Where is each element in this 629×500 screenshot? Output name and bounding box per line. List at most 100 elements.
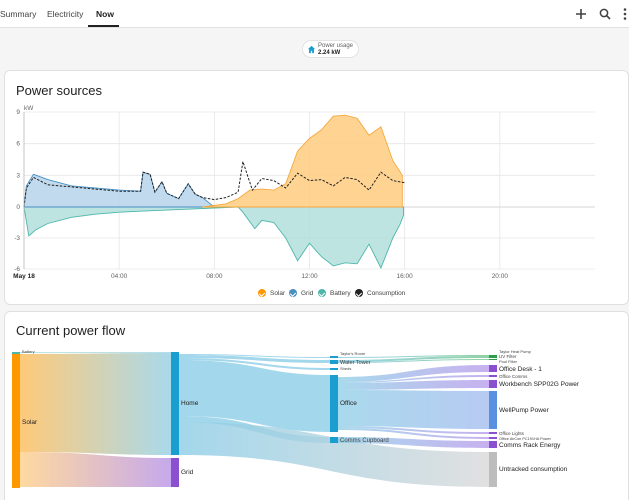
node-office-aircon[interactable] <box>489 437 497 439</box>
more-vert-icon[interactable] <box>616 5 629 23</box>
legend-label-grid: Grid <box>301 289 314 297</box>
power-sources-title: Power sources <box>16 83 102 98</box>
legend-item-consumption[interactable]: Consumption <box>355 288 405 298</box>
label-office-aircon: Office AirCon PC191HA Power <box>499 437 552 441</box>
y-axis-label: kW <box>24 105 34 112</box>
label-taylors-room: Taylor's Room <box>340 351 366 356</box>
flow-office-workbench <box>338 380 489 390</box>
label-home: Home <box>181 400 199 407</box>
label-water-tower: Water Tower <box>340 360 371 366</box>
flow-office-comms <box>338 375 489 383</box>
legend-label-solar: Solar <box>270 289 286 297</box>
flow-water-tower-uv-filter <box>338 356 489 362</box>
y-tick-label: 9 <box>16 109 20 116</box>
power-usage-badge[interactable]: Power usage 2.24 kW <box>302 40 359 58</box>
series-area-grid <box>23 171 216 208</box>
chart-areas <box>23 114 405 270</box>
label-workbench: Workbench SPP02G Power <box>499 381 580 388</box>
flow-water-tower-pool-filter <box>338 359 489 363</box>
node-wellpump[interactable] <box>489 391 497 429</box>
x-tick-label: May 18 <box>13 273 35 280</box>
x-tick-label: 04:00 <box>111 273 128 280</box>
legend-label-battery: Battery <box>330 289 351 297</box>
legend-label-consumption: Consumption <box>367 289 406 297</box>
legend-item-solar[interactable]: Solar <box>258 288 285 298</box>
label-solar: Solar <box>22 419 38 426</box>
flow-home-sheds <box>179 358 330 370</box>
check-icon <box>258 289 266 297</box>
tab-summary[interactable]: Summary <box>0 9 37 19</box>
label-office-comms: Office Comms <box>499 374 528 379</box>
tab-electricity[interactable]: Electricity <box>47 9 84 19</box>
node-workbench[interactable] <box>489 380 497 388</box>
tab-now[interactable]: Now <box>96 9 114 19</box>
x-tick-label: 16:00 <box>397 273 414 280</box>
node-comms-rack[interactable] <box>489 441 497 448</box>
home-icon <box>307 45 316 54</box>
series-area-solar <box>202 114 403 208</box>
label-pool-filter: Pool Filter <box>499 359 518 364</box>
label-office-desk: Office Desk - 1 <box>499 366 542 373</box>
y-tick-label: 3 <box>16 172 20 179</box>
check-icon <box>289 289 297 297</box>
flow-home-water-tower <box>179 355 330 363</box>
node-pool-filter[interactable] <box>489 359 497 360</box>
label-sheds: Sheds <box>340 366 351 371</box>
flow-solar-home <box>20 353 172 455</box>
flow-comms-rack <box>338 437 489 448</box>
x-tick-label: 08:00 <box>206 273 223 280</box>
check-icon <box>318 289 326 297</box>
node-taylor-heat-pump[interactable] <box>489 355 497 356</box>
series-area-battery <box>23 206 404 270</box>
y-tick-label: -3 <box>14 235 20 242</box>
flow-taylors-room-heat-pump <box>338 355 489 358</box>
node-home[interactable] <box>171 352 179 455</box>
search-icon[interactable] <box>596 5 614 23</box>
power-usage-label: Power usage <box>318 42 354 49</box>
y-tick-label: 6 <box>16 141 20 148</box>
label-taylor-heat-pump: Taylor Heat Pump <box>499 349 532 354</box>
label-office-lights: Office Lights <box>499 431 525 436</box>
node-water-tower[interactable] <box>330 360 338 364</box>
node-solar[interactable] <box>12 354 20 488</box>
node-battery[interactable] <box>12 352 20 354</box>
legend-item-battery[interactable]: Battery <box>318 288 351 298</box>
active-tab-indicator <box>88 25 119 27</box>
add-icon[interactable] <box>572 5 590 23</box>
flow-solar-grid <box>20 452 172 487</box>
flow-battery-home <box>20 352 172 353</box>
node-office-desk[interactable] <box>489 365 497 372</box>
legend-item-grid[interactable]: Grid <box>289 288 313 298</box>
label-wellpump: WellPump Power <box>499 407 550 414</box>
flow-office-lights <box>338 426 489 434</box>
x-tick-label: 12:00 <box>301 273 318 280</box>
node-office-lights[interactable] <box>489 432 497 434</box>
label-uv-filter: UV Filter <box>499 354 517 359</box>
node-office[interactable] <box>330 375 338 432</box>
check-icon <box>355 289 363 297</box>
label-battery: Battery <box>22 349 35 354</box>
node-uv-filter[interactable] <box>489 356 497 358</box>
node-sheds[interactable] <box>330 368 338 370</box>
label-comms-rack: Comms Rack Energy <box>499 442 561 449</box>
flow-home-untracked <box>179 422 489 487</box>
node-office-comms[interactable] <box>489 375 497 377</box>
node-comms-cupboard[interactable] <box>330 437 338 443</box>
flow-office-aircon <box>338 428 489 439</box>
x-tick-label: 20:00 <box>492 273 509 280</box>
node-grid[interactable] <box>171 458 179 487</box>
label-comms-cupboard: Comms Cupboard <box>340 438 389 444</box>
node-untracked[interactable] <box>489 452 497 487</box>
flow-home-taylors-room <box>179 354 330 358</box>
flow-office-desk <box>338 365 489 382</box>
flow-office-wellpump <box>338 390 489 429</box>
label-office: Office <box>340 400 357 407</box>
flow-home-office <box>179 360 330 432</box>
y-tick-label: 0 <box>16 204 20 211</box>
series-line-consumption <box>23 161 405 208</box>
node-taylors-room[interactable] <box>330 356 338 358</box>
top-app-bar: Summary Electricity Now <box>0 0 629 28</box>
